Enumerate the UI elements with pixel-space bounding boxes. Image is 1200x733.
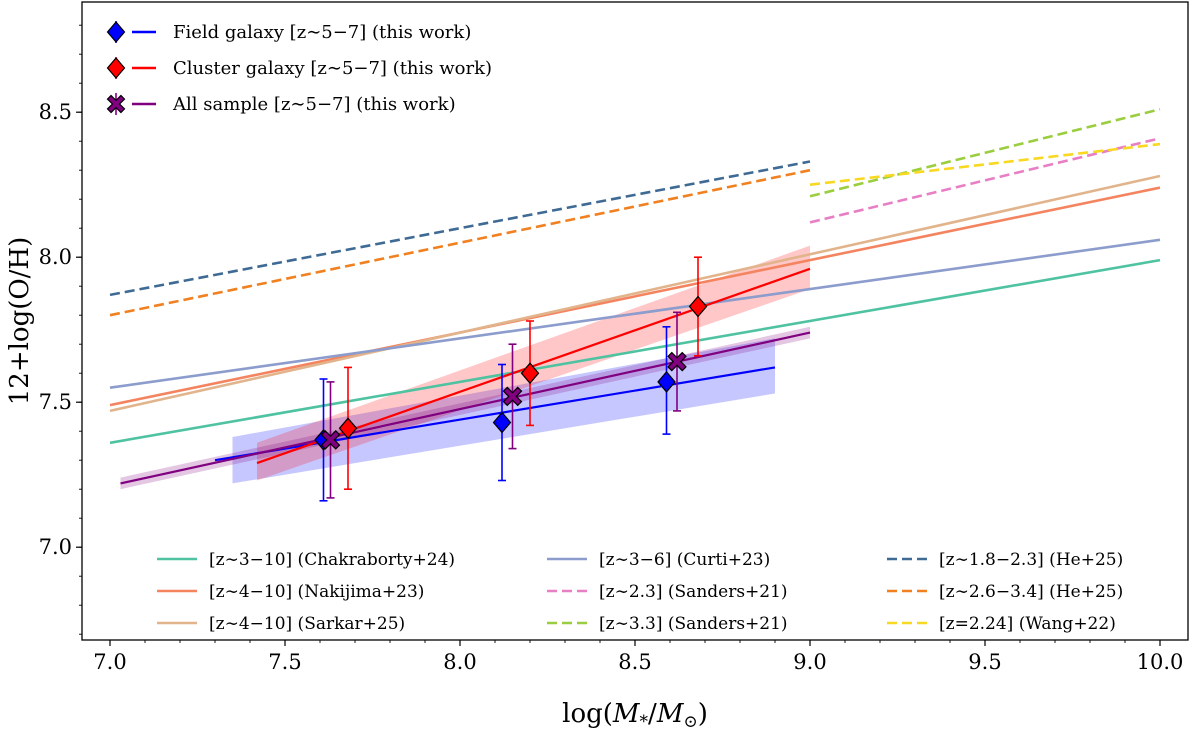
- legend-relation-2: [z∼4−10] (Sarkar+25): [157, 614, 405, 634]
- marker-2-0: [320, 430, 341, 450]
- legend-relation-5: [z∼3.3] (Sanders+21): [547, 614, 788, 634]
- y-tick-label-1: 7.5: [39, 390, 72, 414]
- legend-relation-3: [z∼3−6] (Curti+23): [547, 550, 770, 570]
- legend-label: [z∼1.8−2.3] (He+25): [939, 550, 1123, 570]
- legend-label: All sample [z∼5−7] (this work): [172, 94, 456, 115]
- legend-label: [z=2.24] (Wang+22): [939, 614, 1116, 634]
- x-tick-label-5: 9.5: [968, 650, 1001, 674]
- marker-0-1: [492, 411, 512, 434]
- legend-relation-6: [z∼1.8−2.3] (He+25): [887, 550, 1123, 570]
- y-tick-label-3: 8.5: [39, 100, 72, 124]
- y-tick-label-0: 7.0: [39, 535, 72, 559]
- y-tick-label-2: 8.0: [39, 245, 72, 269]
- x-axis-label: log(M*/M⊙): [562, 699, 708, 732]
- plot-background: [82, 2, 1188, 640]
- legend-label: [z∼3−10] (Chakraborty+24): [209, 550, 455, 570]
- legend-label: [z∼3−6] (Curti+23): [599, 550, 770, 570]
- legend-label: Field galaxy [z∼5−7] (this work): [173, 22, 471, 43]
- x-tick-label-2: 8.0: [443, 650, 476, 674]
- legend-relation-0: [z∼3−10] (Chakraborty+24): [157, 550, 455, 570]
- relation-line-3: [109, 238, 1161, 389]
- fit-band-0: [232, 338, 775, 484]
- data-markers: [314, 295, 708, 451]
- fit-line-2: [120, 331, 811, 485]
- marker-2-2: [667, 351, 687, 372]
- legend-relation-1: [z∼4−10] (Nakijima+23): [157, 582, 424, 602]
- legend-entry-1: Cluster galaxy [z∼5−7] (this work): [106, 57, 492, 79]
- x-tick-label-1: 7.5: [268, 650, 301, 674]
- relation-line-0: [109, 258, 1161, 445]
- legend-label: [z∼2.3] (Sanders+21): [599, 582, 788, 602]
- marker-0-2: [657, 370, 676, 393]
- fit-band-1: [257, 245, 810, 481]
- marker-1-2: [688, 295, 708, 318]
- legend-relation-8: [z=2.24] (Wang+22): [887, 614, 1116, 634]
- legend-relation-7: [z∼2.6−3.4] (He+25): [887, 582, 1123, 602]
- x-tick-label-4: 9.0: [793, 650, 826, 674]
- legend-label: [z∼4−10] (Nakijima+23): [209, 582, 424, 602]
- x-axis-ticks: 7.0 7.5 8.0 8.5 9.0 9.5 10.0: [93, 640, 1183, 674]
- legend-label: [z∼2.6−3.4] (He+25): [939, 582, 1123, 602]
- legend-relation-4: [z∼2.3] (Sanders+21): [547, 582, 788, 602]
- legend-marker: [106, 57, 126, 79]
- legend-label: Cluster galaxy [z∼5−7] (this work): [173, 58, 492, 79]
- legend-entry-2: All sample [z∼5−7] (this work): [106, 93, 456, 115]
- literature-relations: [109, 108, 1161, 445]
- legend-marker: [106, 94, 126, 114]
- x-tick-label-0: 7.0: [93, 650, 126, 674]
- legend-literature: [z∼3−10] (Chakraborty+24) [z∼3−6] (Curti+…: [157, 550, 1123, 634]
- legend-this-work: Field galaxy [z∼5−7] (this work) Cluster …: [106, 21, 492, 115]
- y-axis-ticks: 7.0 7.5 8.0 8.5: [39, 24, 82, 635]
- relation-line-8: [809, 142, 1161, 186]
- legend-marker: [106, 21, 126, 43]
- x-tick-label-6: 10.0: [1137, 650, 1184, 674]
- relation-line-2: [109, 174, 1161, 413]
- legend-label: [z∼4−10] (Sarkar+25): [209, 614, 405, 634]
- relation-line-6: [109, 160, 811, 297]
- relation-line-1: [109, 186, 1161, 407]
- marker-2-1: [502, 386, 523, 407]
- marker-1-1: [520, 362, 540, 385]
- y-axis-label: 12+log(O/H): [5, 237, 35, 406]
- relation-line-5: [809, 108, 1161, 198]
- legend-entry-0: Field galaxy [z∼5−7] (this work): [106, 21, 471, 43]
- legend-label: [z∼3.3] (Sanders+21): [599, 614, 788, 634]
- x-tick-label-3: 8.5: [618, 650, 651, 674]
- marker-1-0: [338, 417, 358, 440]
